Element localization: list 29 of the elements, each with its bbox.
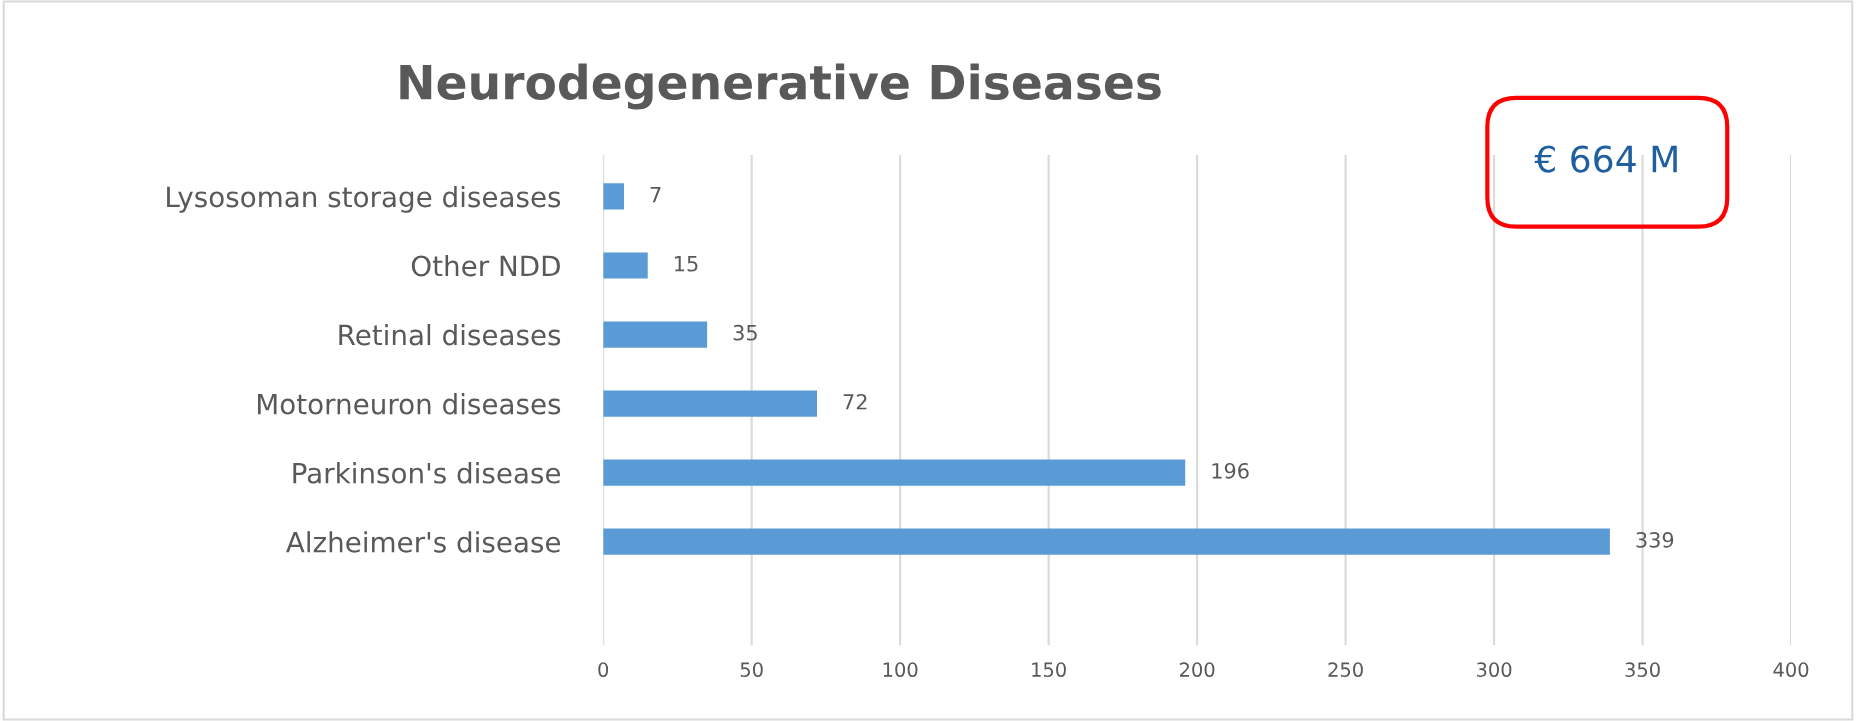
x-tick-label: 200: [1179, 662, 1215, 678]
bar: [603, 252, 648, 279]
data-label: 196: [1212, 462, 1249, 479]
y-tick-label: Retinal diseases: [339, 324, 561, 346]
x-tick-label: 300: [1477, 662, 1512, 678]
x-tick-label: 0: [598, 662, 609, 678]
bar: [603, 390, 818, 417]
x-tick-label: 350: [1625, 662, 1660, 678]
chart-title: Neurodegenerative Diseases: [400, 63, 1161, 110]
x-tick-label: 150: [1032, 662, 1066, 678]
y-tick-label: Motorneuron diseases: [257, 393, 561, 415]
x-tick-label: 250: [1328, 662, 1363, 678]
data-label: 7: [650, 187, 661, 203]
data-label: 15: [675, 256, 698, 272]
y-tick-label: Parkinson's disease: [293, 462, 561, 484]
y-tick-label: Lysosoman storage diseases: [167, 185, 561, 213]
x-tick-label: 100: [883, 662, 918, 678]
data-label: 72: [843, 393, 867, 410]
y-tick-label: Other NDD: [411, 254, 560, 277]
data-label: 35: [733, 324, 757, 341]
bar: [603, 321, 708, 348]
bar: [603, 183, 624, 210]
bar: [603, 459, 1186, 486]
x-tick-label: 50: [740, 662, 763, 678]
annotation: € 664 M: [1534, 145, 1677, 173]
data-label: 339: [1636, 532, 1674, 548]
y-tick-label: Alzheimer's disease: [286, 531, 561, 553]
bar: [603, 528, 1610, 555]
x-tick-label: 400: [1773, 662, 1809, 678]
